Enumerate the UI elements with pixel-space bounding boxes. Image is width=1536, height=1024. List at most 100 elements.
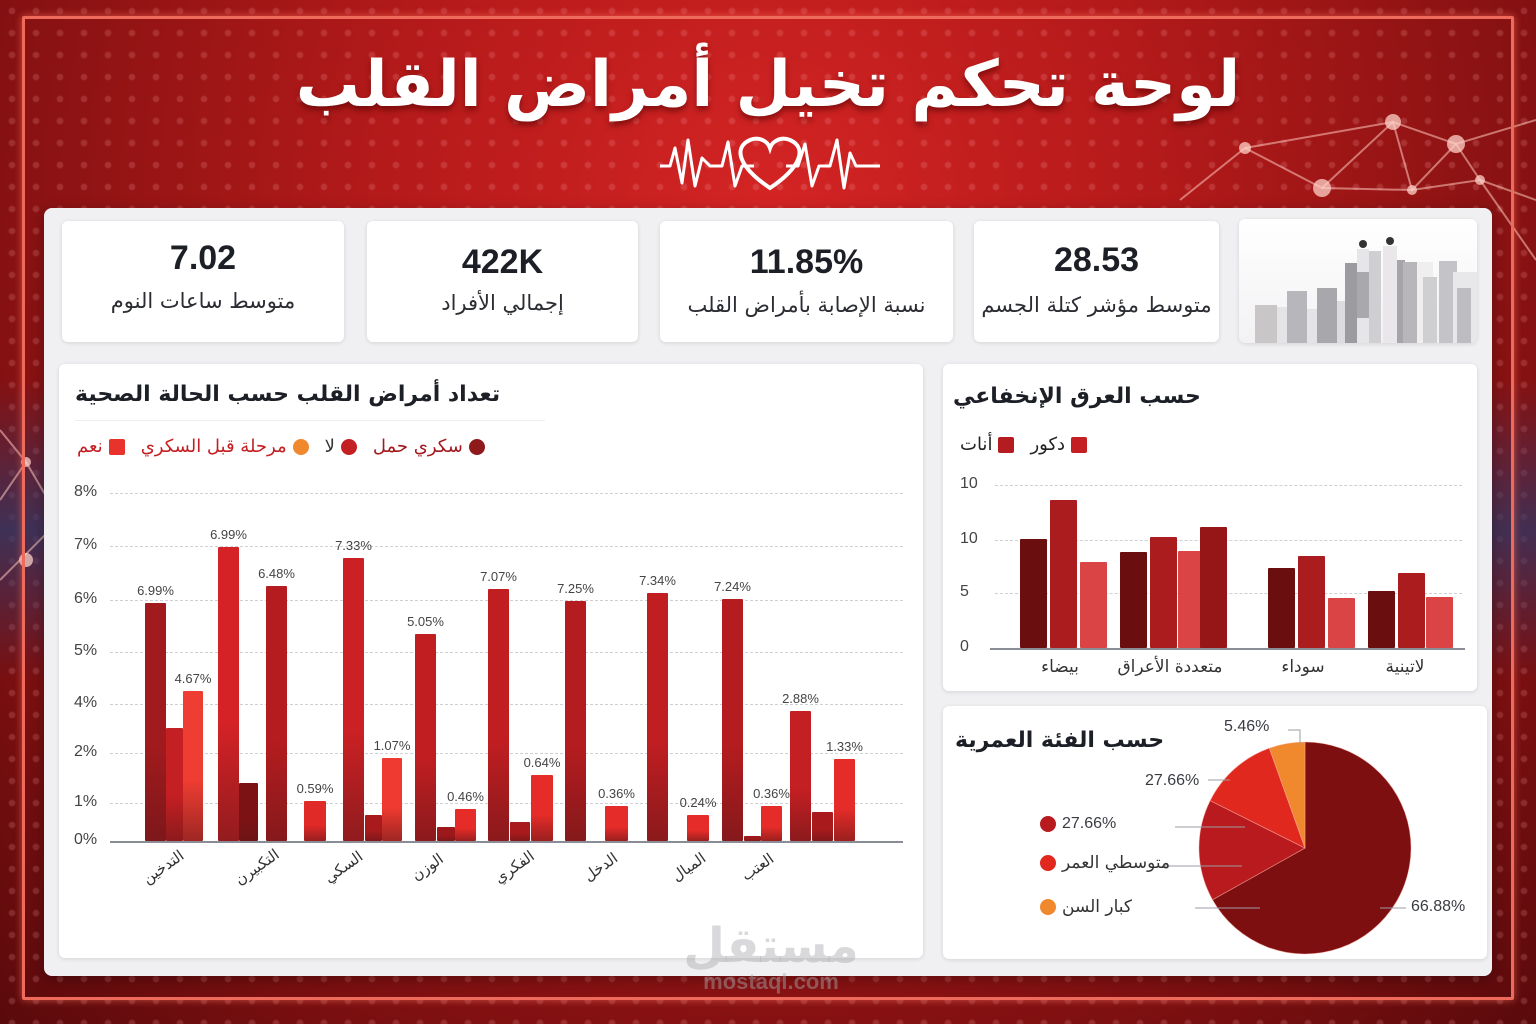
chart-title: حسب العرق الإنخفاعي (953, 384, 1201, 409)
bar-value-label: 0.46% (447, 789, 484, 804)
chart-bar[interactable] (1398, 572, 1425, 648)
chart-bar[interactable] (1368, 591, 1395, 648)
y-tick-label: 2% (74, 743, 98, 760)
legend-item-prediabetes[interactable]: مرحلة قبل السكري (141, 436, 309, 457)
y-tick-label: 5 (960, 583, 969, 600)
chart-bar[interactable] (1426, 596, 1453, 648)
legend-item-no[interactable]: لا (325, 436, 357, 457)
y-tick-label: 8% (74, 483, 98, 500)
chart-bar[interactable] (761, 806, 782, 841)
legend-label: سكري حمل (372, 436, 463, 457)
x-category-label: لاتينية (1385, 657, 1425, 677)
legend-label: أنات (960, 434, 993, 455)
pie-slice[interactable] (1209, 747, 1306, 849)
bar-value-label: 6.48% (258, 566, 295, 581)
legend-swatch (108, 438, 125, 455)
gridline (995, 540, 1462, 541)
chart-bar[interactable] (1298, 556, 1325, 648)
chart-bar[interactable] (812, 812, 833, 841)
chart-bar[interactable] (1050, 499, 1077, 648)
legend-label: 27.66% (1062, 815, 1117, 832)
chart-bar[interactable] (647, 593, 668, 841)
pie-slice[interactable] (1198, 800, 1306, 901)
chart-bar[interactable] (1328, 597, 1355, 648)
chart-bar[interactable] (531, 775, 553, 841)
x-category-label: متعددة الأعراق (1117, 657, 1223, 677)
kpi-value: 422K (461, 243, 544, 281)
chart-bar[interactable] (488, 589, 509, 841)
chart-bar[interactable] (790, 711, 811, 841)
chart-bar[interactable] (382, 758, 402, 841)
pie-legend-item-seniors[interactable]: كبار السن (1040, 897, 1132, 917)
chart-bar[interactable] (1120, 552, 1147, 648)
chart-bar[interactable] (304, 801, 326, 841)
chart-bar[interactable] (605, 806, 628, 841)
chart-bar[interactable] (1150, 536, 1177, 648)
legend-item-yes[interactable]: نعم (77, 436, 125, 457)
bar-value-label: 5.05% (407, 614, 444, 629)
bar-value-label: 0.36% (753, 786, 790, 801)
decorative-frame (22, 16, 1514, 1000)
chart-bar[interactable] (166, 728, 183, 841)
chart-bar[interactable] (565, 601, 586, 841)
legend-swatch (1040, 855, 1056, 871)
legend-swatch (468, 438, 485, 455)
kpi-value: 7.02 (169, 239, 237, 277)
pie-slice[interactable] (1268, 741, 1306, 849)
x-category-label: سوداء (1281, 657, 1325, 677)
chart-bar[interactable] (1080, 561, 1107, 648)
chart-bar[interactable] (365, 815, 382, 841)
chart-bar[interactable] (437, 827, 455, 841)
chart-bar[interactable] (145, 603, 166, 841)
pie-leader-lines (1162, 729, 1406, 909)
bar-value-label: 6.99% (137, 583, 174, 598)
kpi-label: إجمالي الأفراد (441, 291, 564, 315)
y-tick-label: 7% (74, 536, 98, 553)
chart-title: حسب الفئة العمرية (955, 728, 1165, 753)
chart-bar[interactable] (183, 691, 203, 841)
chart-bar[interactable] (266, 586, 287, 841)
kpi-card-sleep-hours: 7.02 متوسط ساعات النوم (62, 221, 344, 342)
chart-bar[interactable] (1268, 568, 1295, 648)
chart-bar[interactable] (744, 836, 761, 841)
bar-value-label: 7.25% (557, 581, 594, 596)
legend-swatch (1040, 816, 1056, 832)
heartbeat-ecg-icon (350, 136, 1190, 191)
chart-bar[interactable] (455, 809, 476, 841)
age-group-pie-chart (1198, 741, 1412, 955)
legend-swatch (292, 438, 309, 455)
chart-bar[interactable] (239, 783, 258, 841)
chart-bar[interactable] (1020, 539, 1047, 648)
chart-bar[interactable] (834, 759, 855, 841)
y-tick-label: 10 (960, 530, 978, 547)
legend-label: دكور (1030, 434, 1066, 455)
chart-bar[interactable] (218, 547, 239, 841)
chart-bar[interactable] (687, 815, 709, 841)
gridline (110, 493, 903, 494)
pie-legend-item-middle-age[interactable]: متوسطي العمر (1040, 853, 1170, 873)
pie-label-young: 66.88% (1411, 898, 1466, 915)
legend-item-females[interactable]: أنات (960, 434, 1015, 455)
chart-bar[interactable] (722, 599, 743, 841)
bar-value-label: 7.24% (714, 579, 751, 594)
pie-slice[interactable] (1211, 741, 1412, 955)
chart-bar[interactable] (415, 634, 436, 841)
dashboard-title: لوحة تحكم تخيل أمراض القلب (295, 48, 1241, 122)
y-tick-label: 0% (74, 831, 98, 848)
kpi-value: 11.85% (749, 243, 864, 281)
legend-label: متوسطي العمر (1062, 853, 1171, 873)
legend-label: لا (324, 436, 335, 457)
bar-chart-thumbnail-icon (1255, 237, 1477, 343)
legend-swatch (998, 436, 1015, 453)
bar-value-label: 7.34% (639, 573, 676, 588)
bar-value-label: 0.59% (296, 781, 334, 796)
pie-legend-item[interactable]: 27.66% (1040, 815, 1116, 833)
chart-bar[interactable] (510, 822, 530, 841)
decorative-chart-card (1239, 219, 1477, 343)
legend-item-males[interactable]: دكور (1030, 434, 1088, 455)
chart-bar[interactable] (1200, 527, 1227, 648)
health-chart-legend: نعم مرحلة قبل السكري لا سكري حمل (77, 436, 485, 457)
chart-bar[interactable] (343, 558, 364, 841)
gridline (995, 593, 1462, 594)
legend-item-gestational-diabetes[interactable]: سكري حمل (373, 436, 485, 457)
